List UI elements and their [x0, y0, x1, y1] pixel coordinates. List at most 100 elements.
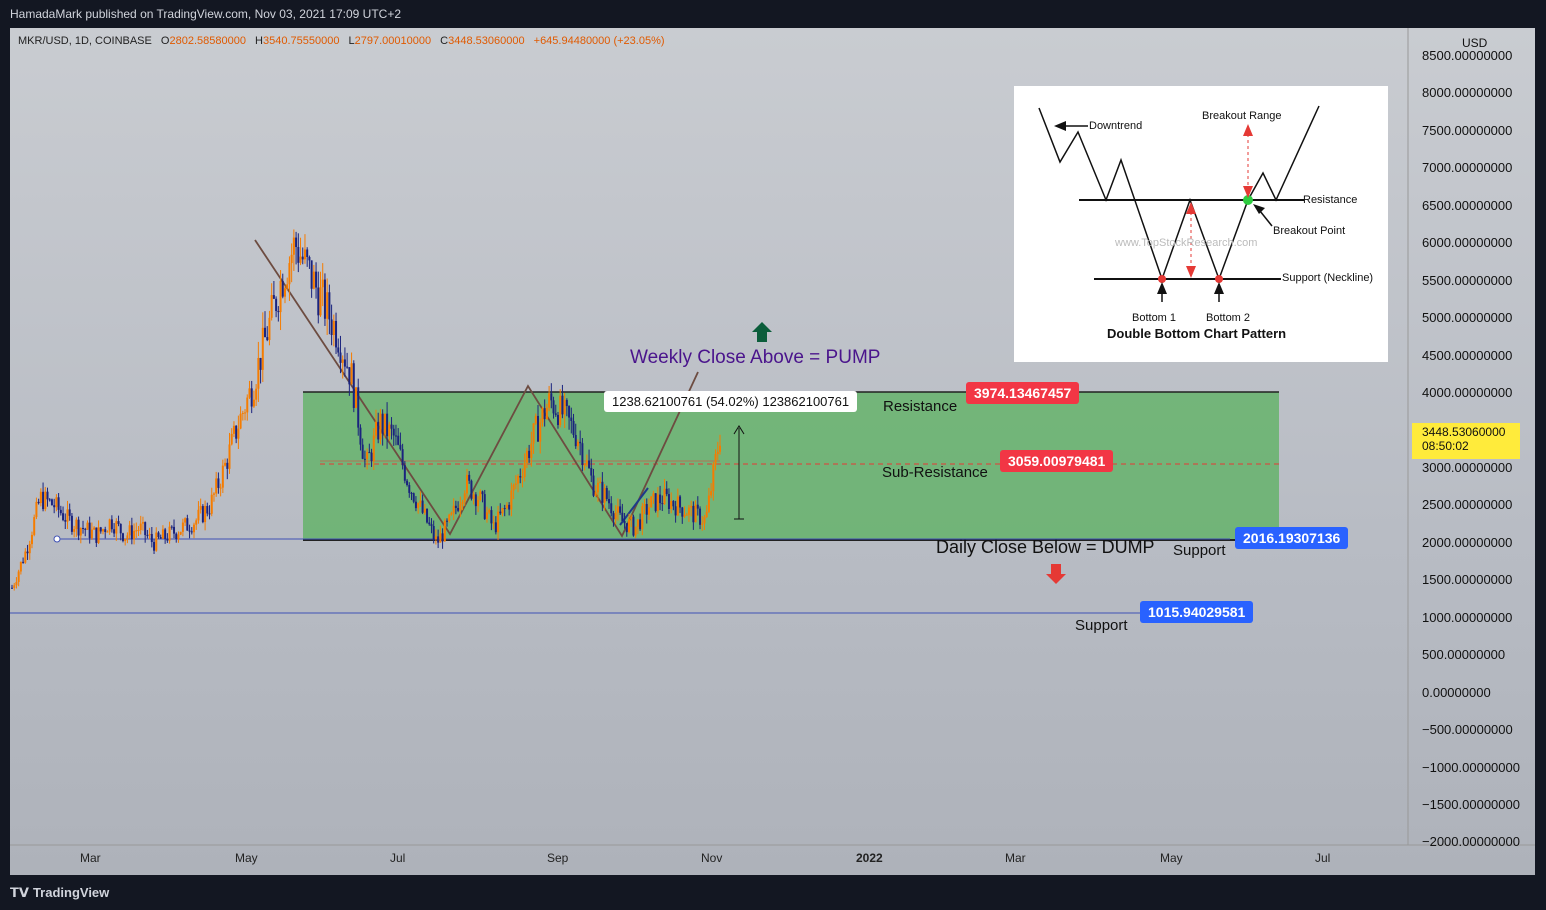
candle-body	[368, 452, 371, 454]
candle-body	[712, 464, 715, 492]
candle-body	[90, 529, 93, 539]
candle-body	[257, 357, 260, 389]
candle-body	[239, 413, 242, 429]
candle-body	[470, 480, 473, 499]
candle-body	[48, 499, 51, 501]
candle-body	[694, 504, 697, 523]
candle-body	[28, 544, 31, 554]
candle-body	[352, 363, 355, 408]
candle-body	[437, 536, 440, 543]
candle-body	[217, 478, 220, 488]
candle-body	[210, 494, 213, 514]
candle-body	[608, 499, 611, 504]
candle-body	[250, 388, 253, 407]
candle-body	[84, 528, 87, 530]
inset-breakout-dot	[1243, 195, 1253, 205]
candle-body	[676, 496, 679, 516]
candle-body	[295, 237, 298, 248]
c-label: C	[440, 35, 449, 47]
sub-resistance-price-tag: 3059.00979481	[1000, 450, 1114, 472]
candle-body	[532, 423, 535, 444]
price-tick-label: −500.00000000	[1422, 722, 1513, 738]
candle-body	[414, 501, 417, 509]
candle-body	[428, 522, 431, 525]
candle-body	[161, 529, 164, 539]
candle-body	[650, 496, 653, 508]
price-tick-label: 8500.00000000	[1422, 48, 1513, 63]
candle-body	[332, 320, 335, 336]
last-price-value: 3448.53060000	[1422, 425, 1506, 439]
candle-body	[583, 464, 586, 466]
candle-body	[275, 298, 278, 311]
candle-body	[421, 500, 424, 513]
candle-body	[370, 452, 373, 462]
candle-body	[350, 363, 353, 385]
price-tick-label: 0.00000000	[1422, 684, 1491, 700]
candle-body	[672, 500, 675, 507]
candle-body	[308, 257, 311, 261]
inset-breakout-arrow-icon	[1253, 204, 1265, 214]
candle-body	[550, 393, 553, 401]
candle-body	[153, 541, 156, 551]
price-tick-label: 5000.00000000	[1422, 310, 1513, 326]
candle-body	[406, 480, 409, 486]
candle-body	[634, 526, 637, 536]
candle-body	[64, 520, 67, 522]
candle-body	[683, 514, 686, 517]
candle-body	[82, 527, 85, 529]
candle-body	[534, 415, 537, 424]
candle-body	[643, 503, 646, 507]
candle-body	[563, 399, 566, 415]
candle-body	[88, 522, 91, 539]
candle-body	[388, 424, 391, 437]
candle-body	[244, 412, 247, 414]
l-value: 2797.00010000	[354, 35, 432, 47]
candle-body	[19, 561, 22, 572]
price-tick-label: 1000.00000000	[1422, 609, 1513, 625]
candle-body	[246, 397, 249, 413]
candle-body	[610, 503, 613, 514]
candle-body	[57, 497, 60, 510]
tradingview-logo[interactable]: 𝗧𝗩 TradingView	[10, 885, 109, 901]
candle-body	[497, 511, 500, 533]
candle-body	[621, 512, 624, 521]
dump-arrow-icon	[1046, 564, 1066, 584]
candle-body	[628, 519, 631, 533]
candle-body	[426, 508, 429, 523]
candle-body	[288, 263, 291, 285]
candle-body	[543, 408, 546, 420]
candle-body	[11, 587, 13, 589]
candle-body	[146, 535, 149, 537]
candle-body	[201, 506, 204, 523]
candle-body	[592, 475, 595, 496]
candle-body	[272, 295, 275, 299]
inset-bottom1-arrow-icon	[1157, 282, 1167, 294]
candle-body	[270, 295, 273, 318]
candle-body	[454, 505, 457, 508]
candle-body	[585, 460, 588, 465]
candle-body	[221, 465, 224, 488]
candle-body	[312, 271, 315, 289]
candle-body	[346, 366, 349, 368]
candle-body	[659, 494, 662, 504]
candle-body	[363, 458, 366, 460]
candle-body	[86, 522, 89, 530]
candle-body	[461, 501, 464, 505]
time-tick-label: May	[1160, 851, 1183, 865]
candle-body	[632, 516, 635, 536]
candle-body	[397, 435, 400, 445]
countdown-value: 08:50:02	[1422, 439, 1469, 453]
candle-body	[457, 507, 460, 511]
candle-body	[641, 506, 644, 530]
candle-body	[501, 508, 504, 514]
candle-body	[446, 520, 449, 522]
candle-body	[330, 319, 333, 336]
candle-body	[674, 506, 677, 516]
candle-body	[68, 509, 71, 516]
candle-body	[439, 533, 442, 543]
footer-bar: 𝗧𝗩 TradingView	[0, 875, 1546, 910]
candle-body	[361, 444, 364, 459]
candle-body	[394, 435, 397, 437]
candle-body	[357, 387, 360, 428]
time-tick-label: May	[235, 851, 258, 865]
